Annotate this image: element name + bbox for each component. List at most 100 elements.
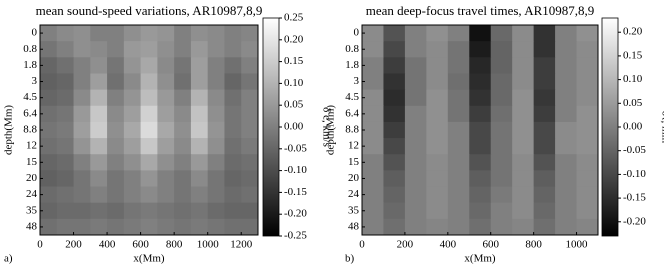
heatmap-cell <box>490 154 513 171</box>
heatmap-cell <box>123 186 142 204</box>
heatmap-cell <box>383 170 406 188</box>
heatmap-cell <box>576 121 599 139</box>
heatmap-cell <box>40 41 58 58</box>
heatmap-cell <box>404 202 427 220</box>
heatmap-cell <box>426 41 449 58</box>
heatmap-cell <box>107 170 125 188</box>
heatmap-cell <box>490 73 513 91</box>
heatmap-cell <box>207 186 225 204</box>
heatmap-cell <box>40 25 58 42</box>
heatmap-cell <box>469 105 492 123</box>
heatmap-cell <box>404 186 427 204</box>
heatmap-cell <box>533 202 556 220</box>
x-tick-label: 400 <box>440 239 457 251</box>
heatmap-cell <box>555 202 578 220</box>
heatmap-cell <box>383 154 406 171</box>
heatmap-cell <box>241 138 259 155</box>
heatmap-cell <box>469 121 492 139</box>
colorbar-tick-label: -0.20 <box>284 208 307 220</box>
heatmap-cell <box>56 138 75 155</box>
heatmap-cell <box>490 138 513 155</box>
heatmap-cell <box>512 154 535 171</box>
colorbar-tick-label: 0.15 <box>284 55 304 67</box>
heatmap-cell <box>362 89 384 107</box>
heatmap-cell <box>107 121 125 139</box>
colorbar-label: δ c, km/s <box>320 107 332 147</box>
colorbar-tick-label: 0.00 <box>284 121 304 133</box>
heatmap-cell <box>512 105 535 123</box>
heatmap-cell <box>426 186 449 204</box>
heatmap-cell <box>56 202 75 220</box>
y-tick-label: 0 <box>354 27 360 39</box>
heatmap-cell <box>533 121 556 139</box>
heatmap-cell <box>207 154 225 171</box>
heatmap-cell <box>174 170 192 188</box>
heatmap-cell <box>383 202 406 220</box>
heatmap-cell <box>107 138 125 155</box>
y-tick-label: 0.8 <box>345 43 359 55</box>
heatmap-cell <box>469 218 492 236</box>
heatmap-cell <box>157 138 175 155</box>
heatmap-cell <box>56 73 75 91</box>
heatmap-cell <box>40 186 58 204</box>
colorbar-tick-label: 0.10 <box>623 73 643 85</box>
heatmap-cell <box>241 25 259 42</box>
heatmap-cell <box>362 105 384 123</box>
heatmap-cell <box>174 138 192 155</box>
heatmap-cell <box>73 73 91 91</box>
heatmap-cell <box>404 89 427 107</box>
y-tick-label: 4.5 <box>345 91 359 103</box>
heatmap-cell <box>469 73 492 91</box>
heatmap-cell <box>512 41 535 58</box>
heatmap-cell <box>404 138 427 155</box>
heatmap-cell <box>190 89 209 107</box>
colorbar-tick-label: -0.20 <box>623 215 646 227</box>
heatmap-cell <box>123 170 142 188</box>
heatmap-cell <box>157 25 175 42</box>
x-tick-label: 600 <box>132 239 149 251</box>
heatmap-cell <box>90 57 108 74</box>
heatmap-cell <box>40 57 58 74</box>
y-tick-label: 8.8 <box>23 124 37 136</box>
heatmap-cell <box>469 186 492 204</box>
heatmap-cell <box>140 138 158 155</box>
heatmap-cell <box>362 41 384 58</box>
x-tick-label: 600 <box>482 239 499 251</box>
heatmap-cell <box>107 57 125 74</box>
heatmap-cell <box>224 170 242 188</box>
heatmap-cell <box>123 57 142 74</box>
heatmap-cell <box>241 218 259 236</box>
colorbar-tick-label: -0.05 <box>284 142 307 154</box>
heatmap-cell <box>576 170 599 188</box>
heatmap-cell <box>512 89 535 107</box>
colorbar <box>601 17 619 237</box>
heatmap-cell <box>469 41 492 58</box>
heatmap-cell <box>224 186 242 204</box>
x-tick-label: 1200 <box>230 239 253 251</box>
heatmap-cell <box>512 186 535 204</box>
heatmap-cell <box>140 73 158 91</box>
heatmap-cell <box>241 57 259 74</box>
heatmap-cell <box>190 57 209 74</box>
heatmap-cell <box>123 41 142 58</box>
heatmap-cell <box>576 57 599 74</box>
heatmap-cell <box>426 202 449 220</box>
heatmap-cell <box>207 121 225 139</box>
y-tick-label: 12 <box>348 140 359 152</box>
colorbar-tick-label: -0.15 <box>623 192 646 204</box>
heatmap-cell <box>490 170 513 188</box>
heatmap-cell <box>73 105 91 123</box>
y-tick-label: 6.4 <box>345 107 359 119</box>
heatmap-cell <box>224 154 242 171</box>
y-tick-label: 3 <box>32 75 38 87</box>
heatmap-cell <box>140 89 158 107</box>
heatmap-cell <box>157 154 175 171</box>
heatmap-cell <box>207 73 225 91</box>
heatmap-cell <box>90 121 108 139</box>
heatmap-cell <box>56 25 75 42</box>
heatmap-cell <box>56 41 75 58</box>
heatmap-cell <box>40 218 58 236</box>
colorbar-tick-label: -0.25 <box>284 230 307 242</box>
heatmap-cell <box>174 41 192 58</box>
heatmap-cell <box>555 154 578 171</box>
